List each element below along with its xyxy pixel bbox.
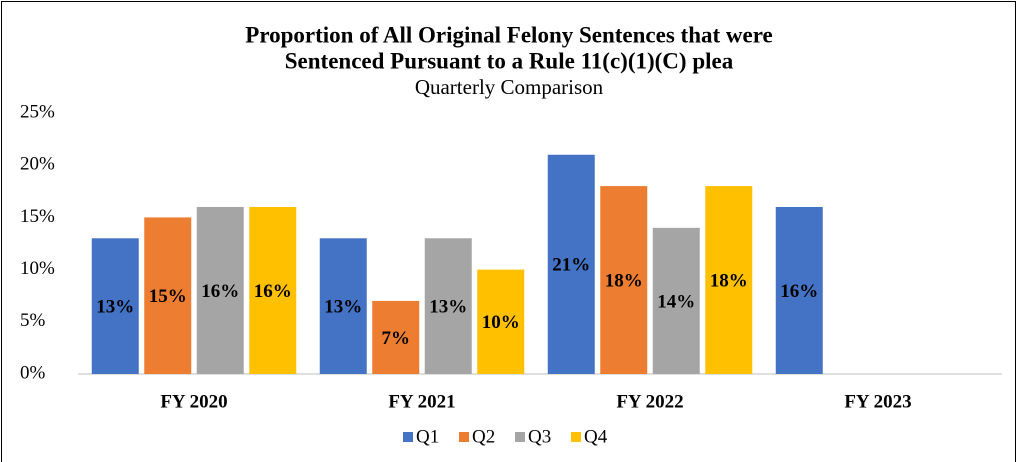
bar <box>144 217 192 374</box>
bar <box>600 186 648 374</box>
data-label: 18% <box>605 270 643 291</box>
x-tick-label: FY 2023 <box>844 391 911 412</box>
legend-label: Q2 <box>472 426 495 447</box>
legend-label: Q4 <box>584 426 608 447</box>
data-label: 16% <box>254 281 292 302</box>
bar <box>372 300 420 374</box>
legend-swatch <box>459 432 469 442</box>
data-label: 15% <box>149 286 187 307</box>
legend-label: Q1 <box>416 426 439 447</box>
bar <box>547 154 595 374</box>
data-label: 13% <box>96 296 134 317</box>
x-tick-label: FY 2021 <box>388 391 455 412</box>
data-label: 21% <box>552 255 590 276</box>
chart-title: Sentenced Pursuant to a Rule 11(c)(1)(C)… <box>285 48 734 73</box>
legend-swatch <box>403 432 413 442</box>
bar <box>91 238 139 374</box>
chart-title: Proportion of All Original Felony Senten… <box>245 22 772 47</box>
bar <box>775 206 823 374</box>
y-tick-label: 20% <box>20 154 55 175</box>
chart-subtitle: Quarterly Comparison <box>415 75 604 99</box>
data-label: 18% <box>710 270 748 291</box>
data-label: 16% <box>780 281 818 302</box>
y-tick-label: 15% <box>20 206 55 227</box>
bar <box>477 269 525 374</box>
data-label: 10% <box>482 312 520 333</box>
data-label: 16% <box>201 281 239 302</box>
y-tick-label: 5% <box>20 310 46 331</box>
data-label: 13% <box>324 296 362 317</box>
bar <box>196 206 244 374</box>
legend-swatch <box>515 432 525 442</box>
legend-swatch <box>571 432 581 442</box>
bar <box>249 206 297 374</box>
x-tick-label: FY 2022 <box>616 391 683 412</box>
data-label: 7% <box>382 328 411 349</box>
bar <box>652 227 700 374</box>
y-tick-label: 0% <box>20 362 46 383</box>
bar <box>319 238 367 374</box>
legend-label: Q3 <box>528 426 551 447</box>
y-tick-label: 10% <box>20 258 55 279</box>
x-tick-label: FY 2020 <box>160 391 227 412</box>
y-tick-label: 25% <box>20 101 55 122</box>
data-label: 14% <box>657 291 695 312</box>
bar <box>424 238 472 374</box>
data-label: 13% <box>429 296 467 317</box>
bar <box>705 186 753 374</box>
